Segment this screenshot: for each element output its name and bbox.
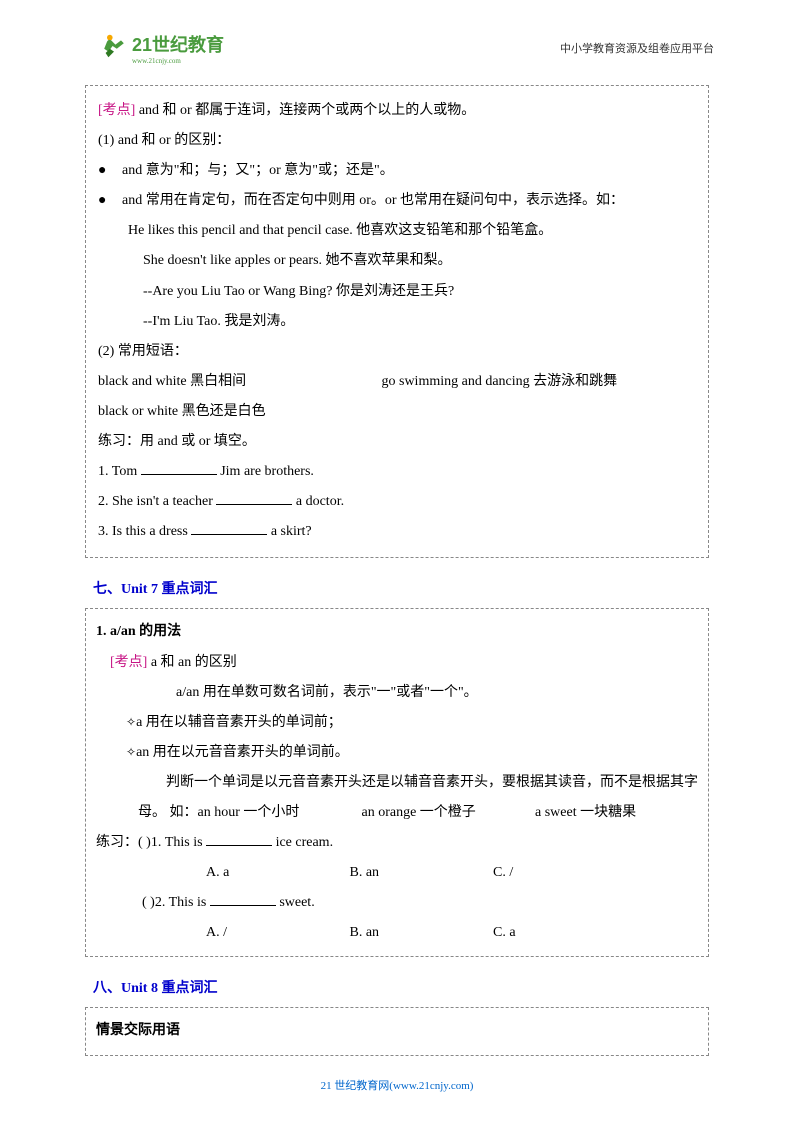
logo-text: 21世纪教育 bbox=[132, 31, 224, 57]
fill-blank[interactable] bbox=[216, 491, 292, 505]
option-b[interactable]: B. an bbox=[350, 858, 490, 888]
bullet-item: ● and 意为"和；与；又"；or 意为"或；还是"。 bbox=[98, 156, 696, 186]
bullet-icon: ● bbox=[98, 156, 122, 186]
option-a[interactable]: A. / bbox=[206, 918, 346, 948]
logo-icon bbox=[100, 32, 128, 65]
text-line: a/an 用在单数可数名词前，表示"一"或者"一个"。 bbox=[96, 678, 698, 708]
option-c[interactable]: C. a bbox=[493, 918, 633, 948]
fill-blank[interactable] bbox=[206, 832, 272, 846]
question-line: ( )2. This is sweet. bbox=[96, 888, 698, 918]
logo-url: www.21cnjy.com bbox=[132, 57, 224, 65]
section-title-7: 七、Unit 7 重点词汇 bbox=[93, 578, 709, 598]
section-title-8: 八、Unit 8 重点词汇 bbox=[93, 977, 709, 997]
kaodian-line: [考点] a 和 an 的区别 bbox=[96, 648, 698, 678]
example-line: She doesn't like apples or pears. 她不喜欢苹果… bbox=[98, 246, 696, 276]
phrase-line: black and white 黑白相间 go swimming and dan… bbox=[98, 367, 696, 397]
question-line: 3. Is this a dress a skirt? bbox=[98, 517, 696, 547]
question-line: 练习：( )1. This is ice cream. bbox=[96, 828, 698, 858]
bullet-text: and 意为"和；与；又"；or 意为"或；还是"。 bbox=[122, 156, 394, 186]
text-line: (2) 常用短语： bbox=[98, 337, 696, 367]
fill-blank[interactable] bbox=[141, 461, 217, 475]
question-line: 1. Tom Jim are brothers. bbox=[98, 457, 696, 487]
options-row: A. a B. an C. / bbox=[96, 858, 698, 888]
text-line: 判断一个单词是以元音音素开头还是以辅音音素开头，要根据其读音，而不是根据其字 bbox=[96, 768, 698, 798]
text-line: (1) and 和 or 的区别： bbox=[98, 126, 696, 156]
kaodian-label: [考点] bbox=[98, 103, 135, 118]
page-header: 21世纪教育 www.21cnjy.com 中小学教育资源及组卷应用平台 bbox=[100, 28, 714, 68]
box-and-or: [考点] and 和 or 都属于连词，连接两个或两个以上的人或物。 (1) a… bbox=[85, 85, 709, 558]
kaodian-label: [考点] bbox=[110, 655, 147, 670]
text-line: ✧a 用在以辅音音素开头的单词前； bbox=[96, 708, 698, 738]
page-content: [考点] and 和 or 都属于连词，连接两个或两个以上的人或物。 (1) a… bbox=[85, 85, 709, 1056]
options-row: A. / B. an C. a bbox=[96, 918, 698, 948]
box-situational: 情景交际用语 bbox=[85, 1007, 709, 1055]
box-a-an: 1. a/an 的用法 [考点] a 和 an 的区别 a/an 用在单数可数名… bbox=[85, 608, 709, 957]
text-line: 情景交际用语 bbox=[96, 1016, 698, 1046]
option-c[interactable]: C. / bbox=[493, 858, 633, 888]
text-line: 1. a/an 的用法 bbox=[96, 617, 698, 647]
example-line: --Are you Liu Tao or Wang Bing? 你是刘涛还是王兵… bbox=[98, 277, 696, 307]
option-a[interactable]: A. a bbox=[206, 858, 346, 888]
example-line: He likes this pencil and that pencil cas… bbox=[98, 216, 696, 246]
question-line: 2. She isn't a teacher a doctor. bbox=[98, 487, 696, 517]
bullet-icon: ● bbox=[98, 186, 122, 216]
kaodian-line: [考点] and 和 or 都属于连词，连接两个或两个以上的人或物。 bbox=[98, 96, 696, 126]
fill-blank[interactable] bbox=[191, 521, 267, 535]
text-line: ✧an 用在以元音音素开头的单词前。 bbox=[96, 738, 698, 768]
bullet-text: and 常用在肯定句，而在否定句中则用 or。or 也常用在疑问句中，表示选择。… bbox=[122, 186, 624, 216]
option-b[interactable]: B. an bbox=[350, 918, 490, 948]
fill-blank[interactable] bbox=[210, 892, 276, 906]
example-line: --I'm Liu Tao. 我是刘涛。 bbox=[98, 307, 696, 337]
practice-title: 练习：用 and 或 or 填空。 bbox=[98, 427, 696, 457]
bullet-item: ● and 常用在肯定句，而在否定句中则用 or。or 也常用在疑问句中，表示选… bbox=[98, 186, 696, 216]
diamond-icon: ✧ bbox=[126, 745, 136, 759]
diamond-icon: ✧ bbox=[126, 715, 136, 729]
header-subtitle: 中小学教育资源及组卷应用平台 bbox=[560, 40, 714, 56]
example-line: 母。 如：an hour 一个小时 an orange 一个橙子 a sweet… bbox=[96, 798, 698, 828]
page-footer: 21 世纪教育网(www.21cnjy.com) bbox=[0, 1077, 794, 1093]
logo: 21世纪教育 www.21cnjy.com bbox=[100, 31, 224, 65]
phrase-line: black or white 黑色还是白色 bbox=[98, 397, 696, 427]
